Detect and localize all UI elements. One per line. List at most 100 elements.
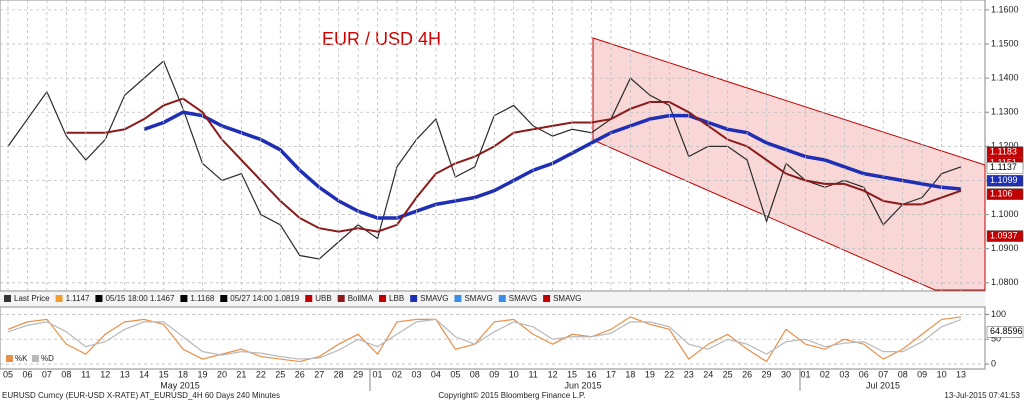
legend-swatch (95, 295, 103, 302)
legend-swatch (55, 295, 63, 302)
x-tick-label: 15 (159, 369, 169, 379)
month-label: Jul 2015 (866, 380, 900, 390)
legend-swatch (32, 355, 39, 362)
month-label: Jun 2015 (564, 380, 601, 390)
x-tick-label: 11 (528, 369, 537, 379)
x-tick-label: 02 (820, 369, 830, 379)
x-tick-label: 20 (217, 369, 227, 379)
x-tick-label: 18 (178, 369, 188, 379)
legend-swatch (6, 355, 13, 362)
x-tick-label: 08 (470, 369, 480, 379)
x-tick-label: 10 (937, 369, 947, 379)
x-tick-label: 04 (431, 369, 441, 379)
x-tick-label: 19 (645, 369, 655, 379)
x-tick-label: 15 (567, 369, 577, 379)
price-tag-label: 1.106 (990, 188, 1013, 198)
legend-swatch (4, 295, 11, 302)
series-line (7, 318, 962, 360)
series-line (7, 316, 962, 363)
footer-left: EURUSD Curncy (EUR-USD X-RATE) AT_EURUSD… (2, 391, 280, 400)
x-tick-label: 12 (100, 369, 110, 379)
legend-label: 1.1147 (66, 294, 90, 303)
x-tick-label: 29 (762, 369, 772, 379)
price-tag (986, 162, 1024, 174)
footer-center: Copyright© 2015 Bloomberg Finance L.P. (438, 391, 585, 400)
legend-swatch (337, 295, 345, 302)
x-tick-label: 28 (334, 369, 344, 379)
legend-label: SMAVG (509, 294, 537, 303)
x-tick-label: 05 (3, 369, 13, 379)
x-tick-label: 14 (139, 369, 149, 379)
x-tick-label: 26 (295, 369, 305, 379)
price-tag-label: 1.1183 (990, 147, 1017, 157)
y-tick-label: 1.1600 (991, 4, 1019, 14)
x-tick-label: 11 (81, 369, 90, 379)
x-tick-label: 03 (411, 369, 421, 379)
legend-label: Last Price (14, 294, 50, 303)
x-tick-label: 07 (42, 369, 52, 379)
price-tag-label: 1.1137 (990, 162, 1017, 172)
x-tick-label: 26 (742, 369, 752, 379)
x-tick-label: 16 (586, 369, 596, 379)
legend-swatch (543, 295, 551, 302)
price-tag-label: 1.0937 (990, 230, 1018, 240)
price-tag-label: 1.1099 (990, 175, 1018, 185)
legend-bg (0, 292, 985, 306)
y-tick-label: 1.0800 (991, 277, 1019, 287)
x-tick-label: 18 (625, 369, 635, 379)
legend-swatch (180, 295, 188, 302)
legend-label: 05/15 18:00 1.1467 (105, 294, 175, 303)
x-tick-label: 07 (878, 369, 888, 379)
legend-swatch (379, 295, 387, 302)
x-tick-label: 02 (392, 369, 402, 379)
chart-title: EUR / USD 4H (322, 29, 441, 49)
price-tag (986, 230, 1024, 242)
x-tick-label: 05 (450, 369, 460, 379)
price-tag-label: 64.8596 (990, 326, 1023, 336)
y-tick-label: 50 (991, 334, 1001, 344)
legend-swatch (410, 295, 418, 302)
legend-label: 05/27 14:00 1.0819 (230, 294, 300, 303)
x-tick-label: 01 (800, 369, 810, 379)
x-tick-label: 21 (236, 369, 246, 379)
y-tick-label: 1.0900 (991, 243, 1019, 253)
x-tick-label: 22 (256, 369, 266, 379)
main-panel (0, 0, 986, 292)
x-tick-label: 17 (606, 369, 616, 379)
legend-swatch (454, 295, 462, 302)
x-tick-label: 22 (664, 369, 674, 379)
x-tick-label: 06 (859, 369, 869, 379)
footer-right: 13-Jul-2015 07:41:53 (944, 391, 1020, 400)
legend-swatch (220, 295, 228, 302)
price-tag (986, 175, 1024, 187)
x-tick-label: 25 (723, 369, 733, 379)
x-tick-label: 19 (197, 369, 207, 379)
price-tag (986, 188, 1024, 200)
x-tick-label: 01 (373, 369, 383, 379)
x-tick-label: 08 (898, 369, 908, 379)
legend-label: SMAVG (553, 294, 581, 303)
x-tick-label: 27 (314, 369, 324, 379)
price-tag (986, 326, 1024, 338)
legend-label: %D (41, 354, 54, 363)
y-tick-label: 1.1300 (991, 107, 1019, 117)
y-tick-label: 1.1200 (991, 141, 1019, 151)
month-label: May 2015 (160, 380, 200, 390)
x-tick-label: 24 (703, 369, 713, 379)
legend-swatch (305, 295, 313, 302)
x-tick-label: 10 (509, 369, 519, 379)
x-tick-label: 13 (956, 369, 966, 379)
y-tick-label: 100 (991, 309, 1006, 319)
x-tick-label: 08 (61, 369, 71, 379)
oscillator-panel (0, 306, 986, 370)
x-tick-label: 03 (839, 369, 849, 379)
x-tick-label: 30 (781, 369, 791, 379)
legend-swatch (498, 295, 506, 302)
x-tick-label: 06 (22, 369, 32, 379)
legend-label: SMAVG (464, 294, 492, 303)
legend-label: %K (15, 354, 28, 363)
x-tick-label: 09 (489, 369, 499, 379)
y-tick-label: 1.1400 (991, 72, 1019, 82)
y-tick-label: 1.1000 (991, 209, 1019, 219)
